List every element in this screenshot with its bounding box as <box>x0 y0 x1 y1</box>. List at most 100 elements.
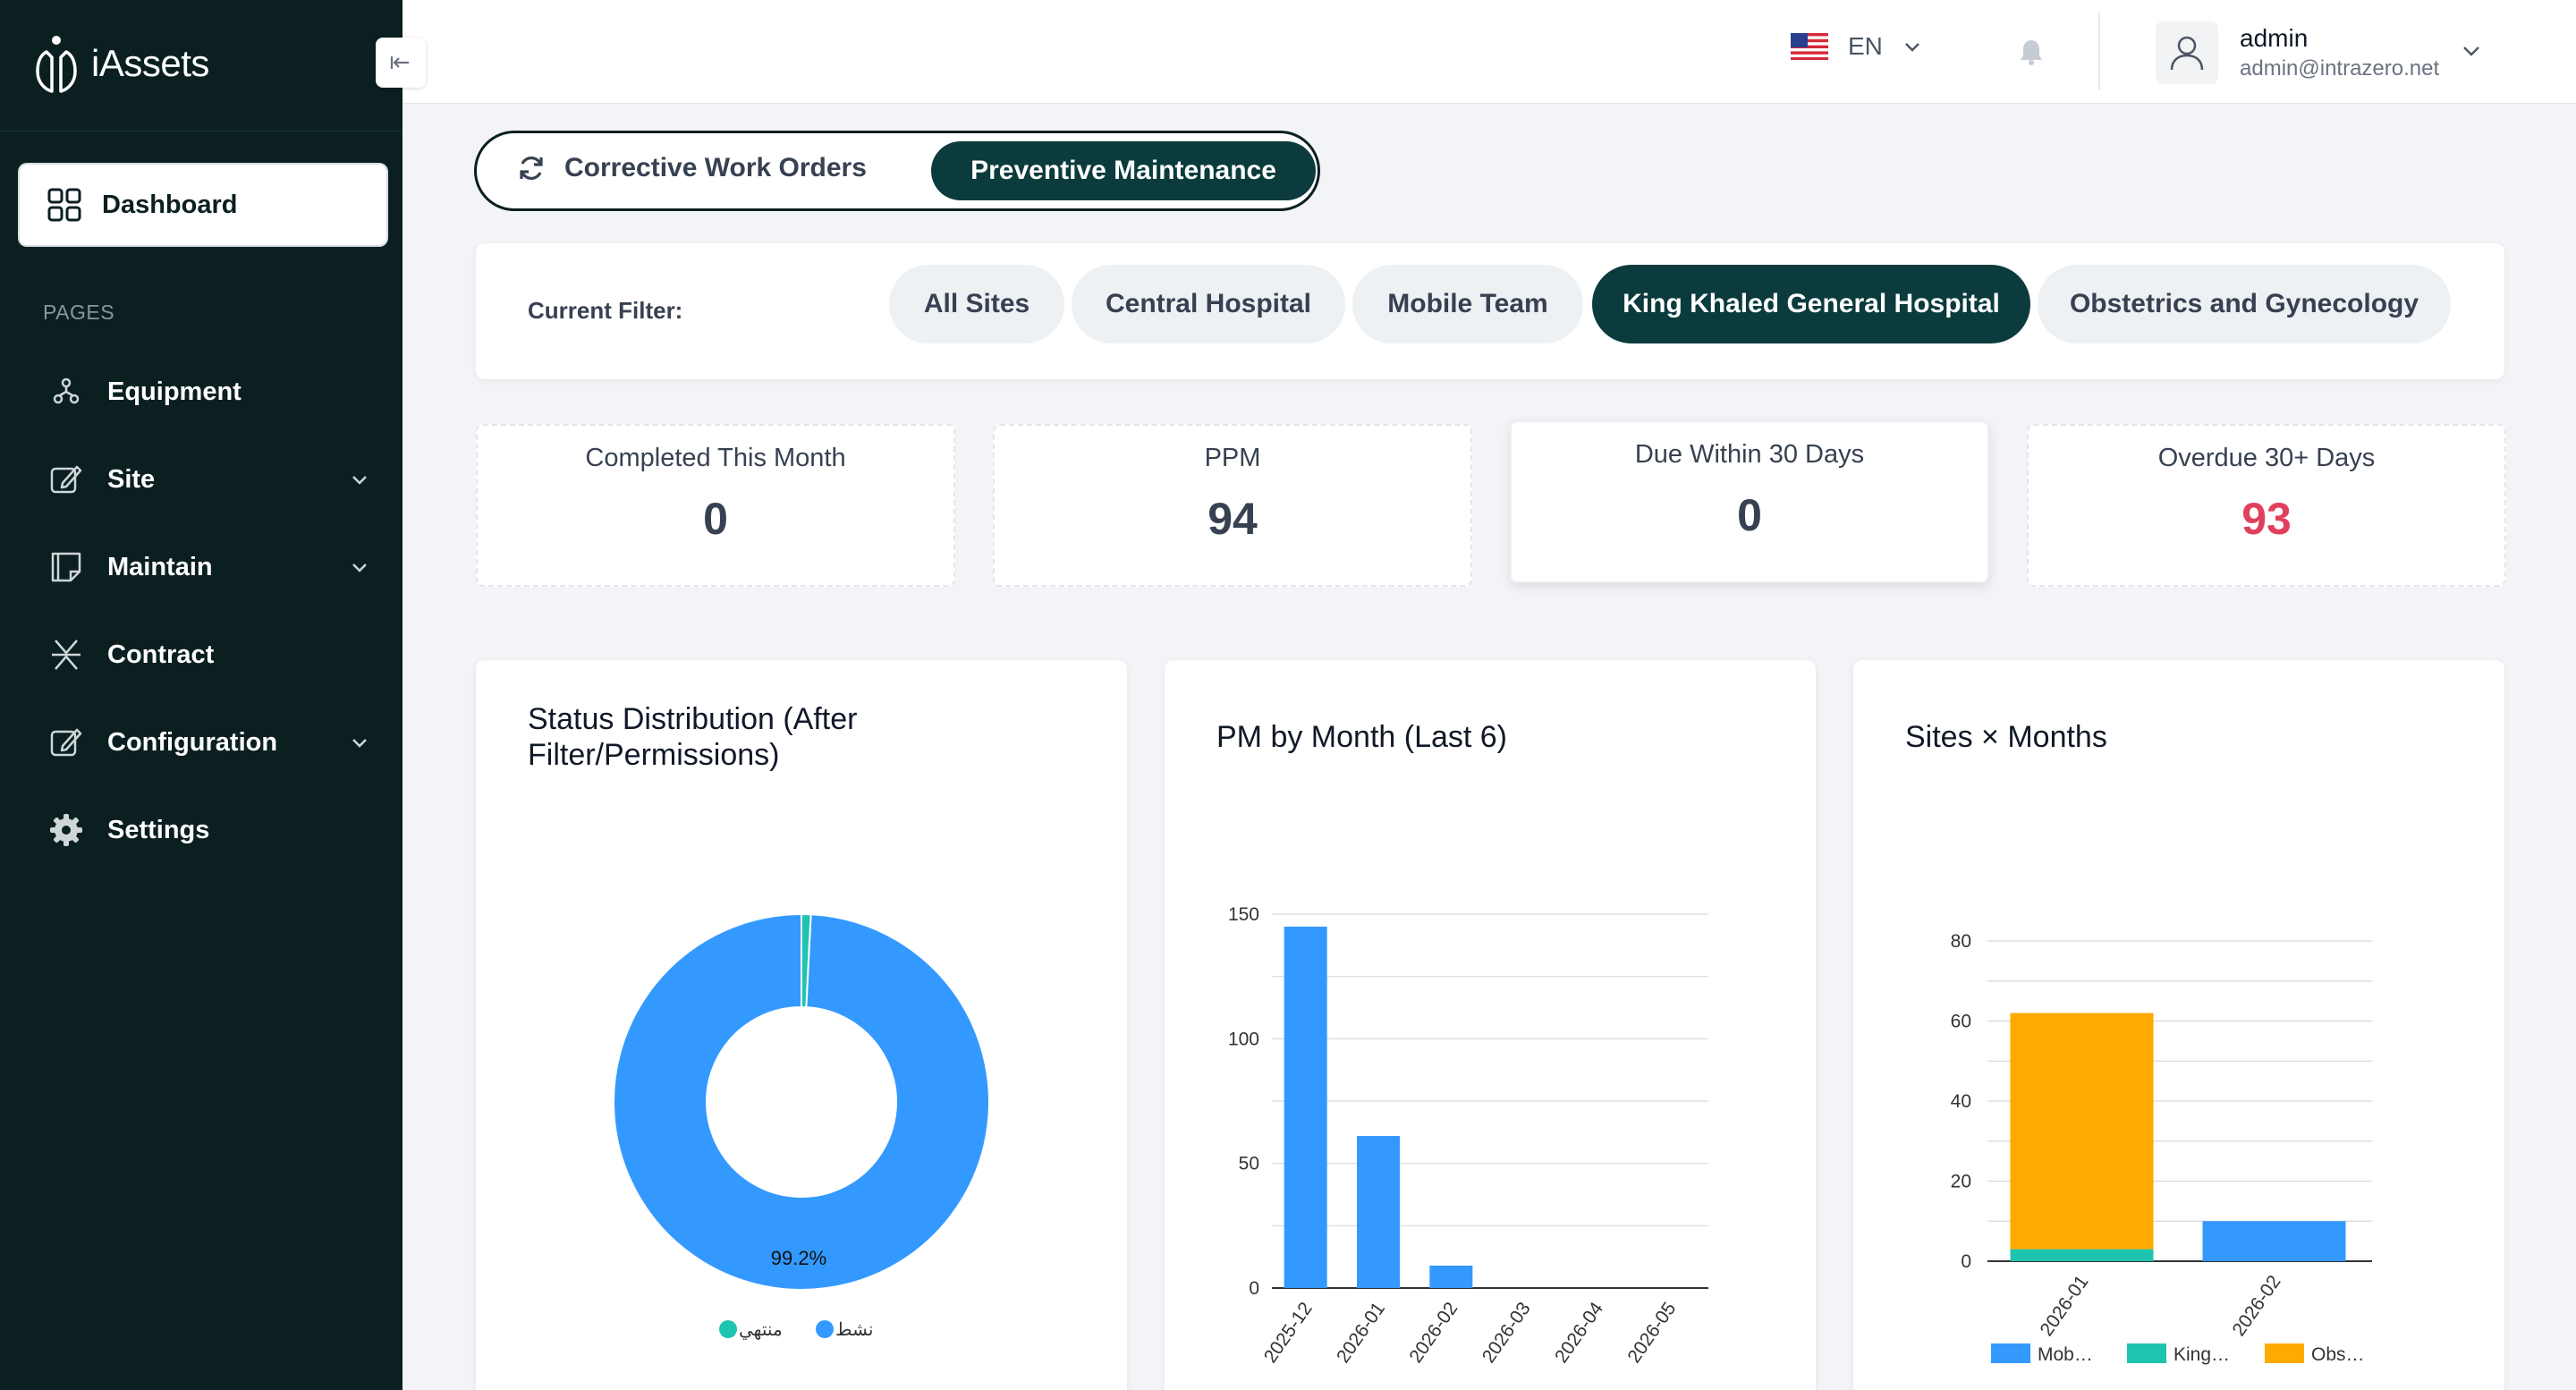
stat-title: PPM <box>1204 444 1261 472</box>
filter-mobile-team[interactable]: Mobile Team <box>1352 265 1583 343</box>
legend-label: نشط <box>835 1320 873 1340</box>
x-tick-label: 2026-03 <box>1479 1299 1535 1367</box>
legend-marker <box>816 1320 834 1338</box>
x-tick-label: 2025-12 <box>1260 1299 1317 1367</box>
notifications-button[interactable] <box>2018 38 2045 71</box>
y-tick-label: 20 <box>1951 1172 1971 1192</box>
stat-card-ppm: PPM 94 <box>993 424 1472 587</box>
x-tick-label: 2026-02 <box>2229 1272 2285 1340</box>
note-icon <box>51 552 81 582</box>
sidebar-item-label: Contract <box>107 640 215 669</box>
stacked-bar-segment <box>2010 1013 2154 1250</box>
stat-card-completed-this-month: Completed This Month 0 <box>476 424 955 587</box>
chart-title: PM by Month (Last 6) <box>1216 720 1508 754</box>
edit-icon <box>50 728 82 757</box>
arrow-left-icon <box>390 56 409 69</box>
y-tick-label: 100 <box>1228 1029 1259 1049</box>
sidebar-item-maintain[interactable]: Maintain <box>48 540 370 594</box>
chevron-down-icon[interactable] <box>2460 39 2483 63</box>
x-tick-label: 2026-01 <box>1333 1299 1389 1367</box>
x-tick-label: 2026-04 <box>1551 1298 1607 1367</box>
chart-title: Sites × Months <box>1905 720 2107 754</box>
sidebar-item-site[interactable]: Site <box>48 453 370 506</box>
filter-central-hospital[interactable]: Central Hospital <box>1072 265 1345 343</box>
x-tick-label: 2026-05 <box>1623 1299 1680 1367</box>
sidebar-item-equipment[interactable]: Equipment <box>48 365 370 419</box>
chart-card-sites-by-months: Sites × Months 0 20 40 60 80 2026-01 2026-02 Mo… <box>1853 660 2504 1390</box>
user-name: admin <box>2240 24 2309 52</box>
bell-icon <box>2021 40 2042 65</box>
donut-slice <box>801 912 812 1009</box>
stat-value: 94 <box>1208 494 1258 544</box>
sidebar-item-label: Equipment <box>107 377 242 406</box>
bar <box>1357 1136 1400 1288</box>
logo[interactable]: iAssets <box>34 34 209 93</box>
contract-icon <box>52 640 80 670</box>
user-icon <box>2170 36 2204 71</box>
legend-label: منتهي <box>739 1320 783 1340</box>
donut-chart: 99.2% منتهي نشط <box>613 912 990 1340</box>
sidebar-item-configuration[interactable]: Configuration <box>48 716 370 769</box>
chevron-down-icon <box>352 739 367 748</box>
bar-chart: 0 50 100 150 2025-12 2026-01 2026-02 2026-03 202… <box>1228 904 1708 1367</box>
bar <box>1284 926 1327 1288</box>
stat-value: 0 <box>1737 490 1762 540</box>
y-tick-label: 60 <box>1951 1012 1971 1032</box>
bar <box>1429 1265 1473 1288</box>
stacked-bar-segment <box>2202 1221 2346 1261</box>
equipment-icon <box>53 377 80 404</box>
sidebar-item-settings[interactable]: Settings <box>48 803 370 857</box>
top-header: EN admin admin@intrazero.net <box>402 0 2576 104</box>
sidebar-item-contract[interactable]: Contract <box>48 628 370 682</box>
sidebar-item-label: Settings <box>107 815 210 844</box>
sidebar-item-label: Configuration <box>107 727 278 757</box>
stat-value: 93 <box>2241 494 2292 544</box>
user-menu[interactable]: admin admin@intrazero.net <box>2156 21 2439 84</box>
stat-card-overdue-30-plus-days: Overdue 30+ Days 93 <box>2027 424 2506 587</box>
tab-corrective-work-orders[interactable]: Corrective Work Orders <box>516 153 867 183</box>
chart-title: Status Distribution (After Filter/Permis… <box>528 702 858 772</box>
x-tick-label: 2026-02 <box>1405 1299 1462 1367</box>
header-divider <box>2098 13 2100 89</box>
y-tick-label: 40 <box>1951 1091 1971 1112</box>
legend-marker <box>719 1320 737 1338</box>
us-flag-icon <box>1791 33 1828 60</box>
section-label-pages: PAGES <box>43 301 115 324</box>
chart-card-status-distribution: Status Distribution (After Filter/Permis… <box>476 660 1127 1390</box>
filter-king-khaled-general-hospital[interactable]: King Khaled General Hospital <box>1592 265 2030 343</box>
y-tick-label: 80 <box>1951 931 1971 952</box>
sidebar-item-label: Dashboard <box>102 190 238 219</box>
y-tick-label: 0 <box>1249 1278 1259 1299</box>
chart-card-pm-by-month: PM by Month (Last 6) 0 50 100 150 2025-12 202… <box>1165 660 1816 1390</box>
y-tick-label: 50 <box>1239 1154 1259 1174</box>
chevron-down-icon <box>1905 43 1919 52</box>
legend-marker <box>2265 1343 2304 1363</box>
sidebar-item-dashboard[interactable]: Dashboard <box>20 165 386 245</box>
chevron-down-icon <box>352 564 367 572</box>
tab-preventive-maintenance[interactable]: Preventive Maintenance <box>931 141 1316 200</box>
language-code: EN <box>1848 32 1883 60</box>
sidebar-collapse-button[interactable] <box>376 38 426 88</box>
stat-title: Completed This Month <box>585 444 846 472</box>
stat-value: 0 <box>703 494 728 544</box>
tab-label: Corrective Work Orders <box>564 153 867 182</box>
gear-icon <box>50 814 82 846</box>
user-email: admin@intrazero.net <box>2240 56 2440 81</box>
grid-icon <box>47 188 81 222</box>
donut-slice <box>613 912 990 1291</box>
edit-icon <box>50 465 82 494</box>
stat-card-due-within-30-days[interactable]: Due Within 30 Days 0 <box>1510 420 1989 583</box>
y-tick-label: 150 <box>1228 904 1259 925</box>
chevron-down-icon <box>352 476 367 485</box>
sidebar: iAssets Dashboard PAGES Equipment Site <box>0 0 402 1390</box>
y-tick-label: 0 <box>1961 1251 1971 1272</box>
sidebar-item-label: Maintain <box>107 552 213 581</box>
site-filter-card: Current Filter: All Sites Central Hospit… <box>476 243 2504 379</box>
stacked-bar-chart: 0 20 40 60 80 2026-01 2026-02 Mob… King… Obs… <box>1951 931 2372 1365</box>
app-name: iAssets <box>91 42 209 84</box>
language-selector[interactable]: EN <box>1791 32 1922 61</box>
data-label: 99.2% <box>771 1247 826 1269</box>
legend-label: Obs… <box>2311 1344 2365 1365</box>
filter-all-sites[interactable]: All Sites <box>889 265 1064 343</box>
filter-obstetrics-and-gynecology[interactable]: Obstetrics and Gynecology <box>2038 265 2451 343</box>
